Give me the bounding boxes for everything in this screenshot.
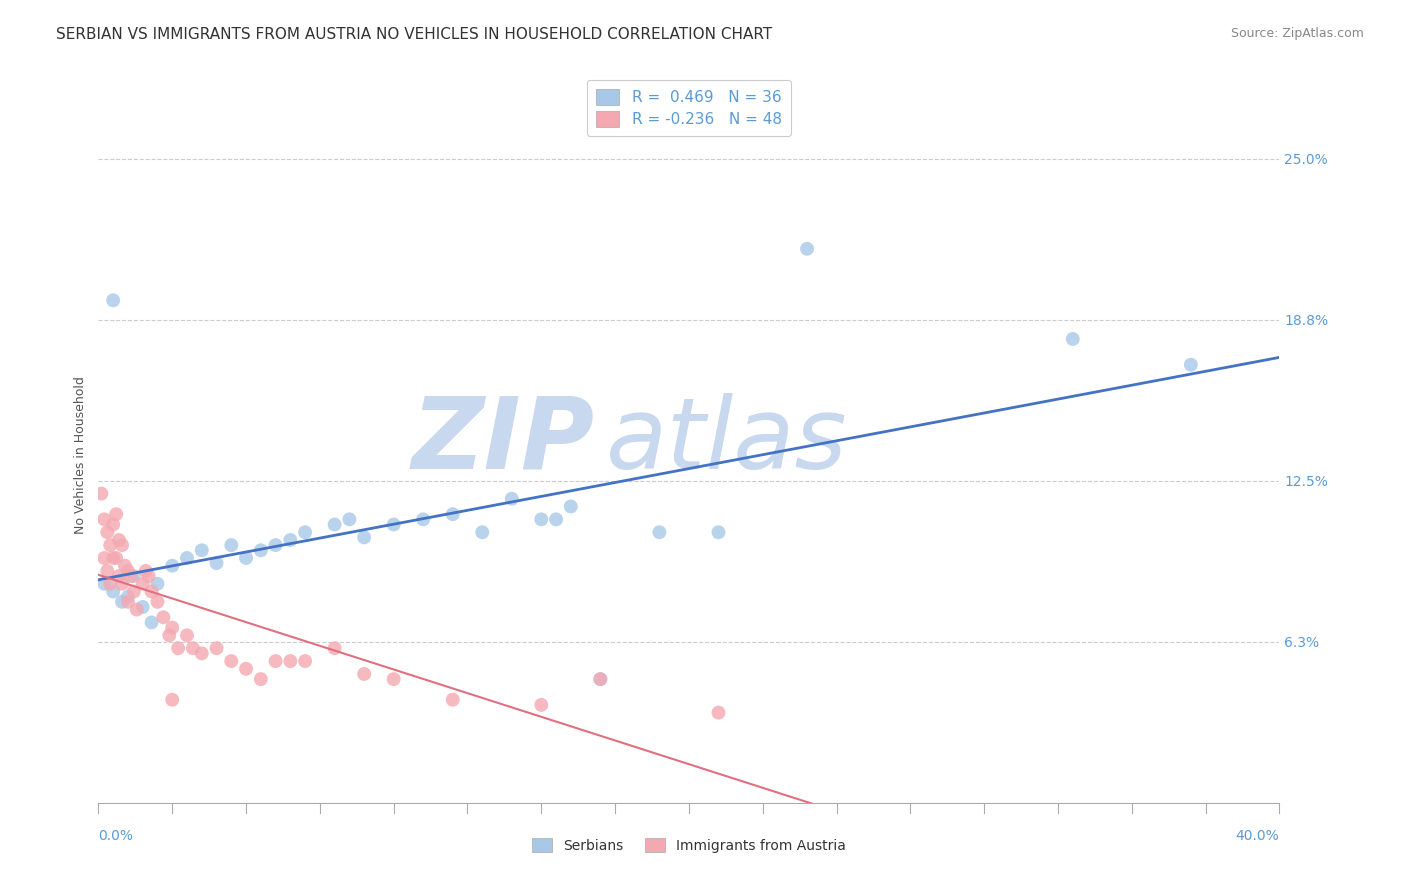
Point	[205, 556, 228, 570]
Point	[96, 525, 118, 540]
Point	[135, 564, 157, 578]
Point	[353, 530, 375, 544]
Point	[530, 512, 553, 526]
Point	[152, 610, 174, 624]
Point	[103, 517, 125, 532]
Point	[98, 576, 121, 591]
Point	[412, 512, 434, 526]
Text: 40.0%: 40.0%	[1236, 830, 1279, 843]
Point	[146, 576, 169, 591]
Point	[103, 293, 125, 308]
Point	[441, 507, 464, 521]
Point	[114, 558, 136, 573]
Point	[280, 654, 302, 668]
Point	[707, 706, 730, 720]
Point	[264, 654, 287, 668]
Point	[294, 525, 316, 540]
Point	[589, 672, 612, 686]
Point	[235, 551, 257, 566]
Text: ZIP: ZIP	[412, 392, 595, 490]
Point	[141, 615, 163, 630]
Point	[108, 533, 131, 547]
Y-axis label: No Vehicles in Household: No Vehicles in Household	[75, 376, 87, 533]
Point	[1180, 358, 1202, 372]
Point	[167, 641, 190, 656]
Point	[382, 672, 405, 686]
Point	[441, 692, 464, 706]
Legend: Serbians, Immigrants from Austria: Serbians, Immigrants from Austria	[526, 832, 852, 858]
Point	[707, 525, 730, 540]
Point	[796, 242, 818, 256]
Point	[221, 538, 243, 552]
Point	[181, 641, 204, 656]
Point	[162, 558, 183, 573]
Text: SERBIAN VS IMMIGRANTS FROM AUSTRIA NO VEHICLES IN HOUSEHOLD CORRELATION CHART: SERBIAN VS IMMIGRANTS FROM AUSTRIA NO VE…	[56, 27, 772, 42]
Point	[105, 551, 128, 566]
Point	[323, 517, 346, 532]
Point	[146, 595, 169, 609]
Point	[96, 564, 118, 578]
Point	[294, 654, 316, 668]
Point	[250, 672, 273, 686]
Point	[120, 569, 142, 583]
Text: 0.0%: 0.0%	[98, 830, 134, 843]
Point	[111, 538, 134, 552]
Point	[560, 500, 582, 514]
Point	[132, 576, 155, 591]
Point	[93, 576, 115, 591]
Point	[105, 507, 128, 521]
Point	[648, 525, 671, 540]
Point	[162, 621, 183, 635]
Point	[157, 628, 180, 642]
Point	[93, 551, 115, 566]
Point	[108, 569, 131, 583]
Point	[250, 543, 273, 558]
Point	[353, 667, 375, 681]
Point	[111, 576, 134, 591]
Point	[103, 584, 125, 599]
Point	[111, 595, 134, 609]
Text: atlas: atlas	[606, 392, 848, 490]
Point	[191, 646, 214, 660]
Point	[176, 551, 198, 566]
Point	[589, 672, 612, 686]
Point	[501, 491, 523, 506]
Point	[90, 486, 112, 500]
Point	[205, 641, 228, 656]
Point	[141, 584, 163, 599]
Point	[235, 662, 257, 676]
Point	[1062, 332, 1084, 346]
Point	[122, 584, 145, 599]
Point	[280, 533, 302, 547]
Point	[264, 538, 287, 552]
Point	[221, 654, 243, 668]
Point	[98, 538, 121, 552]
Point	[162, 692, 183, 706]
Point	[117, 564, 139, 578]
Text: Source: ZipAtlas.com: Source: ZipAtlas.com	[1230, 27, 1364, 40]
Point	[93, 512, 115, 526]
Point	[125, 602, 148, 616]
Point	[323, 641, 346, 656]
Point	[117, 590, 139, 604]
Point	[530, 698, 553, 712]
Point	[138, 569, 160, 583]
Point	[122, 569, 145, 583]
Point	[339, 512, 361, 526]
Point	[103, 551, 125, 566]
Point	[471, 525, 494, 540]
Point	[546, 512, 568, 526]
Point	[382, 517, 405, 532]
Point	[176, 628, 198, 642]
Point	[191, 543, 214, 558]
Point	[132, 599, 155, 614]
Point	[117, 595, 139, 609]
